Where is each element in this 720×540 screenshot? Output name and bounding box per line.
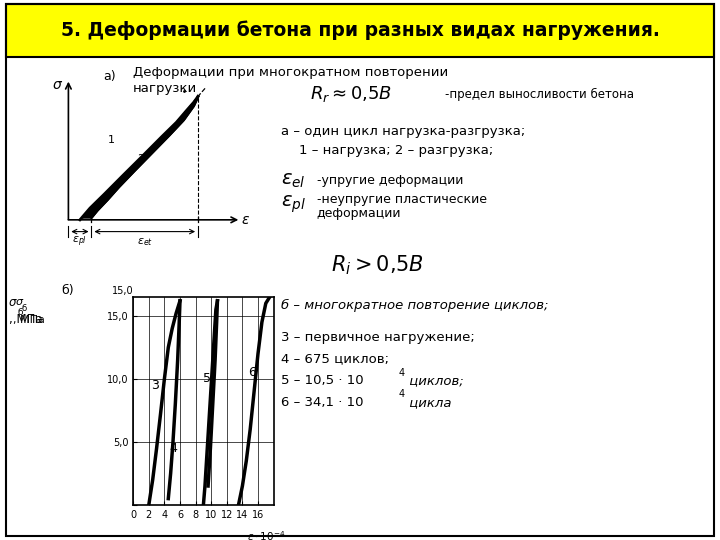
Text: 4: 4: [170, 442, 178, 455]
Text: 6 – 34,1 · 10: 6 – 34,1 · 10: [281, 396, 364, 409]
Text: , МПа: , МПа: [9, 313, 42, 326]
FancyBboxPatch shape: [6, 4, 714, 57]
Text: ε: ε: [242, 213, 249, 227]
Text: σ: σ: [16, 298, 23, 307]
Text: 5. Деформации бетона при разных видах нагружения.: 5. Деформации бетона при разных видах на…: [60, 21, 660, 40]
Text: 4 – 675 циклов;: 4 – 675 циклов;: [281, 353, 389, 366]
Text: $\varepsilon_{pl}$: $\varepsilon_{pl}$: [73, 235, 87, 249]
Text: нагрузки: нагрузки: [133, 82, 197, 95]
Text: б: б: [18, 308, 24, 317]
Text: 5: 5: [203, 373, 211, 386]
Text: -предел выносливости бетона: -предел выносливости бетона: [445, 88, 634, 101]
Text: -упругие деформации: -упругие деформации: [317, 174, 463, 187]
Text: 3: 3: [151, 379, 159, 392]
Text: 1: 1: [108, 135, 115, 145]
Text: $\varepsilon_{el}$: $\varepsilon_{el}$: [281, 172, 305, 190]
Text: Деформации при многократном повторении: Деформации при многократном повторении: [133, 66, 449, 79]
Text: 5 – 10,5 · 10: 5 – 10,5 · 10: [281, 374, 364, 387]
Text: 6: 6: [248, 366, 256, 379]
Text: циклов;: циклов;: [405, 374, 464, 387]
Text: а): а): [103, 70, 116, 83]
Text: деформации: деформации: [317, 207, 401, 220]
Text: $R_r \approx 0{,}5B$: $R_r \approx 0{,}5B$: [310, 84, 392, 105]
Text: б: б: [22, 304, 27, 313]
Text: $R_i > 0{,}5B$: $R_i > 0{,}5B$: [331, 254, 424, 278]
Text: $\varepsilon_{et}$: $\varepsilon_{et}$: [137, 237, 153, 248]
Text: 4: 4: [398, 389, 405, 399]
Text: -неупругие пластические: -неупругие пластические: [317, 193, 487, 206]
Text: $\varepsilon \cdot 10^{-4}$: $\varepsilon \cdot 10^{-4}$: [246, 530, 285, 540]
Text: 3 – первичное нагружение;: 3 – первичное нагружение;: [281, 331, 474, 344]
Text: 15,0: 15,0: [112, 286, 133, 295]
Text: 4: 4: [398, 368, 405, 377]
Text: $\varepsilon_{pl}$: $\varepsilon_{pl}$: [281, 193, 306, 215]
Text: , МПа: , МПа: [13, 315, 45, 325]
Text: σ: σ: [9, 296, 16, 309]
Text: σ: σ: [53, 78, 61, 92]
Text: б – многократное повторение циклов;: б – многократное повторение циклов;: [281, 299, 549, 312]
Text: цикла: цикла: [405, 396, 451, 409]
Text: 2: 2: [137, 154, 144, 164]
Text: б): б): [61, 284, 74, 297]
Text: а – один цикл нагрузка-разгрузка;: а – один цикл нагрузка-разгрузка;: [281, 125, 525, 138]
Text: 1 – нагрузка; 2 – разгрузка;: 1 – нагрузка; 2 – разгрузка;: [299, 144, 493, 157]
